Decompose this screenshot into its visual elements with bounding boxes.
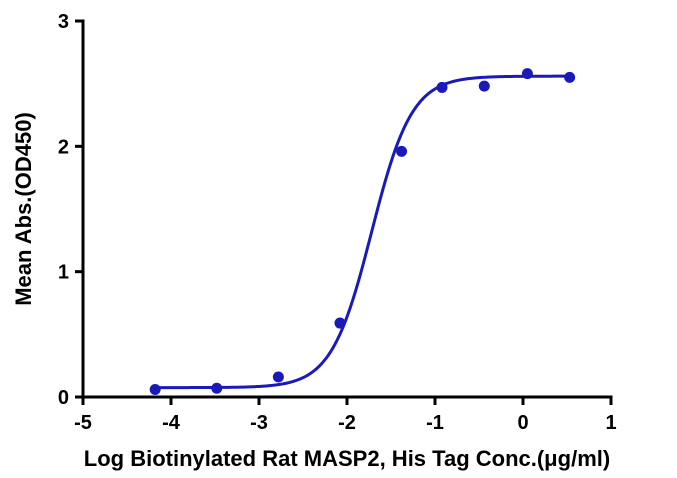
x-axis-title: Log Biotinylated Rat MASP2, His Tag Conc… <box>84 446 610 471</box>
x-tick-label: -2 <box>338 412 356 434</box>
data-point <box>564 71 576 83</box>
x-tick-label: -4 <box>162 412 181 434</box>
x-ticks: -5 -4 -3 -2 -1 0 1 <box>74 397 617 434</box>
data-point <box>149 383 161 395</box>
x-tick-label: 1 <box>605 412 616 434</box>
x-tick-label: -5 <box>74 412 92 434</box>
fit-curve <box>155 74 571 390</box>
y-tick-label: 0 <box>58 387 69 409</box>
data-point <box>334 317 346 329</box>
data-point <box>396 145 408 157</box>
data-point <box>521 68 533 80</box>
data-point <box>211 382 223 394</box>
x-tick-label: 0 <box>517 412 528 434</box>
y-tick-label: 3 <box>58 11 69 33</box>
y-tick-label: 1 <box>58 262 69 284</box>
x-tick-label: -1 <box>426 412 444 434</box>
data-points <box>149 68 576 395</box>
data-point <box>436 81 448 93</box>
data-point <box>272 371 284 383</box>
x-tick-label: -3 <box>250 412 268 434</box>
y-tick-label: 2 <box>58 136 69 158</box>
data-point <box>478 80 490 92</box>
y-ticks: 0 1 2 3 <box>58 11 83 409</box>
y-axis-title: Mean Abs.(OD450) <box>11 112 36 306</box>
